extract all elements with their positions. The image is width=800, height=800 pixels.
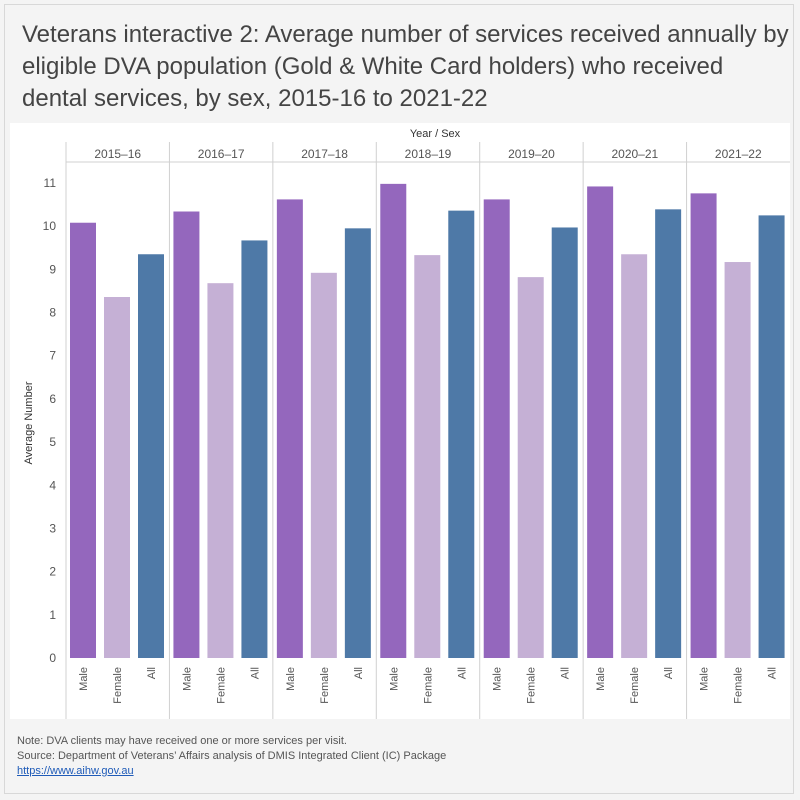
bar-female: [414, 255, 441, 658]
x-tick-label: All: [663, 667, 675, 679]
y-tick-label: 10: [43, 219, 57, 233]
x-tick-label: All: [146, 667, 158, 679]
x-tick-label: Male: [388, 667, 400, 691]
note-text: Note: DVA clients may have received one …: [17, 735, 347, 747]
x-tick-label: All: [767, 667, 779, 679]
year-header: 2021–22: [715, 147, 762, 161]
x-tick-label: Female: [112, 667, 124, 704]
y-tick-label: 0: [49, 651, 56, 665]
x-tick-label: Male: [78, 667, 90, 691]
y-tick-label: 7: [49, 349, 56, 363]
chart-title: Veterans interactive 2: Average number o…: [22, 21, 789, 112]
x-tick-label: All: [456, 667, 468, 679]
bar-male: [276, 199, 303, 658]
bar-all: [758, 215, 785, 658]
bar-female: [621, 254, 648, 658]
x-tick-label: All: [249, 667, 261, 679]
bar-male: [690, 193, 717, 658]
bar-all: [448, 210, 475, 658]
bar-male: [173, 211, 200, 658]
year-header: 2020–21: [611, 147, 658, 161]
year-header: 2015–16: [94, 147, 141, 161]
bar-female: [724, 262, 751, 658]
x-tick-label: Male: [492, 667, 504, 691]
x-tick-label: Female: [319, 667, 331, 704]
bar-female: [517, 277, 544, 658]
bar-male: [380, 183, 407, 658]
y-tick-label: 11: [44, 176, 57, 190]
y-tick-label: 6: [49, 392, 56, 406]
x-tick-label: Female: [629, 667, 641, 704]
x-tick-label: Male: [181, 667, 193, 691]
y-tick-label: 2: [49, 565, 56, 579]
x-tick-label: Male: [595, 667, 607, 691]
bar-all: [241, 240, 268, 658]
year-header: 2016–17: [198, 147, 245, 161]
chart-panel: Year / Sex Average Number 0 1 2 3 4 5 6 7 8 9 10 11 20…: [10, 123, 790, 719]
y-axis-label: Average Number: [23, 381, 35, 464]
bar-all: [344, 228, 371, 658]
bar-all: [551, 227, 578, 658]
bar-female: [310, 272, 337, 658]
y-tick-label: 1: [49, 608, 56, 622]
x-tick-label: All: [353, 667, 365, 679]
source-text: Source: Department of Veterans’ Affairs …: [17, 750, 447, 762]
x-tick-label: Female: [422, 667, 434, 704]
y-tick-label: 5: [49, 435, 56, 449]
bar-male: [587, 186, 614, 659]
x-tick-label: Female: [526, 667, 538, 704]
x-tick-label: Female: [733, 667, 745, 704]
y-tick-label: 8: [49, 306, 56, 320]
bar-all: [655, 209, 682, 658]
y-tick-label: 4: [49, 478, 56, 492]
bar-male: [70, 222, 96, 658]
x-tick-label: Male: [699, 667, 711, 691]
x-tick-label: Male: [285, 667, 297, 691]
x-tick-label: All: [560, 667, 572, 679]
y-tick-label: 3: [49, 521, 56, 535]
bar-chart: Year / Sex Average Number 0 1 2 3 4 5 6 7 8 9 10 11 20…: [23, 128, 790, 719]
bar-all: [138, 254, 164, 658]
year-header: 2017–18: [301, 147, 348, 161]
bar-female: [104, 297, 130, 658]
y-tick-label: 9: [49, 262, 56, 276]
bar-female: [207, 283, 234, 658]
x-tick-label: Female: [215, 667, 227, 704]
year-header: 2018–19: [405, 147, 452, 161]
aihw-link[interactable]: https://www.aihw.gov.au: [17, 765, 134, 777]
year-header: 2019–20: [508, 147, 555, 161]
column-header: Year / Sex: [410, 128, 461, 140]
footnotes: Note: DVA clients may have received one …: [17, 734, 446, 779]
bar-male: [483, 199, 510, 658]
